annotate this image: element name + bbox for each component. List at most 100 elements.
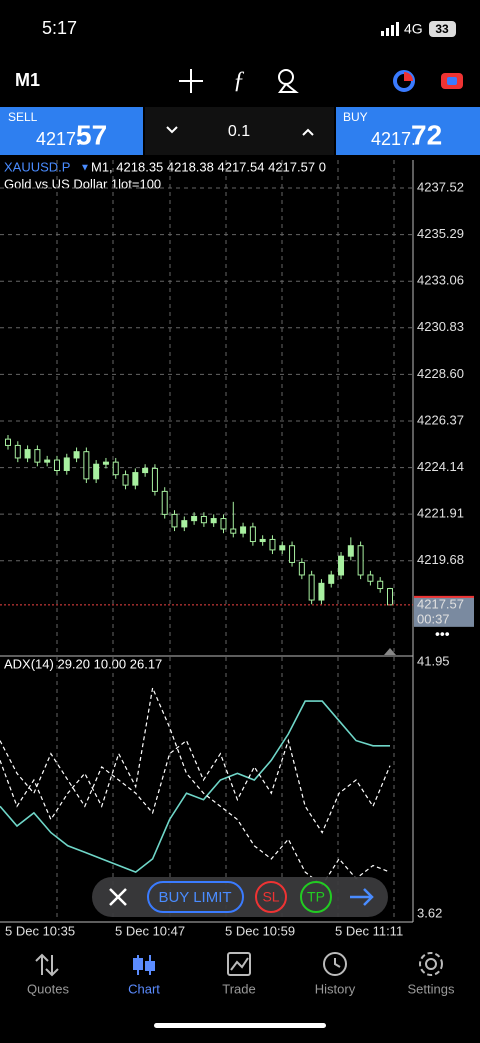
symbol-description: Gold vs US Dollar 1lot=100 <box>4 176 161 191</box>
candle-body <box>357 545 364 576</box>
candle-body <box>210 518 217 524</box>
nav-label[interactable]: Trade <box>222 981 255 996</box>
candle-body <box>83 451 90 480</box>
candle-body <box>259 538 266 543</box>
order-bar <box>92 877 388 917</box>
buy-limit-button[interactable] <box>147 881 244 913</box>
sell-label: SELL <box>8 110 38 124</box>
battery-icon <box>429 21 456 37</box>
candle-body <box>308 574 315 601</box>
candle-body <box>200 515 207 524</box>
candle-body <box>5 438 11 446</box>
candle-body <box>53 459 60 471</box>
scroll-marker <box>384 648 396 655</box>
candle-body <box>93 463 100 480</box>
x-tick-label: 5 Dec 10:59 <box>225 923 295 938</box>
x-tick-label: 5 Dec 11:11 <box>335 923 403 938</box>
candle-body <box>318 582 325 601</box>
indicator-title: ADX(14) 29.20 10.00 26.17 <box>4 656 162 671</box>
candle-body <box>240 526 247 534</box>
trade-icon-part <box>447 77 457 85</box>
candle-body <box>171 513 178 528</box>
y-tick-label: 4233.06 <box>417 273 464 288</box>
candle-body <box>328 574 335 584</box>
sell-price-main: 4217. <box>36 129 81 149</box>
home-indicator <box>154 1023 326 1028</box>
candle-body <box>63 457 70 471</box>
candle-body <box>132 472 139 486</box>
y-tick-label: 4230.83 <box>417 319 464 334</box>
y-tick-label: 4226.37 <box>417 412 464 427</box>
candle-body <box>181 520 188 528</box>
indicator-line <box>0 738 391 834</box>
nav-label[interactable]: Quotes <box>27 981 69 996</box>
candle-body <box>122 474 129 486</box>
candle-body <box>387 588 393 606</box>
current-price: 4217.57 <box>417 596 464 611</box>
sell-button[interactable] <box>0 107 143 155</box>
candle-body <box>347 545 354 557</box>
candle-body <box>377 580 384 590</box>
account-icon-part <box>404 72 413 81</box>
ohlc-info: M1, 4218.35 4218.38 4217.54 4217.57 0 <box>91 159 326 174</box>
place-order-button[interactable] <box>350 888 374 906</box>
candle-body <box>14 444 21 459</box>
candle-body <box>161 490 168 515</box>
candle-body <box>34 449 41 463</box>
candle-body <box>279 545 286 551</box>
candle-body <box>112 461 119 476</box>
symbol-dropdown[interactable]: ▼ <box>80 163 90 174</box>
candle-body <box>230 528 237 534</box>
timeframe[interactable]: M1 <box>15 70 40 90</box>
symbol[interactable]: XAUUSD.P <box>4 159 70 174</box>
y-tick-label: 41.95 <box>417 653 450 668</box>
buy-button[interactable] <box>336 107 480 155</box>
y-tick-label: 4224.14 <box>417 459 464 474</box>
candle-body <box>367 574 374 582</box>
indicators-icon[interactable]: ƒ <box>233 68 245 94</box>
candle-body <box>298 561 305 576</box>
sl-button[interactable] <box>255 881 287 913</box>
buy-label: BUY <box>343 110 368 124</box>
candle-body <box>220 518 227 530</box>
close-button[interactable] <box>109 888 127 906</box>
lot-value[interactable]: 0.1 <box>228 123 250 140</box>
lot-increase[interactable] <box>302 128 314 136</box>
tp-button[interactable] <box>300 881 332 913</box>
price-label-bg <box>414 596 474 627</box>
candle-body <box>151 467 158 492</box>
crosshair-icon[interactable] <box>179 69 203 93</box>
y-tick-label: 4235.29 <box>417 226 464 241</box>
buy-price-main: 4217. <box>371 129 416 149</box>
nav-label[interactable]: Settings <box>408 981 455 996</box>
candle-body <box>44 459 51 463</box>
nav-label[interactable]: Chart <box>128 981 160 996</box>
candle-body <box>142 467 149 474</box>
lot-panel <box>145 107 334 155</box>
lot-decrease[interactable] <box>166 126 178 134</box>
status-battery: 33 <box>435 22 449 36</box>
y-tick-label: 3.62 <box>417 905 442 920</box>
candle-body <box>102 461 109 465</box>
nav-label[interactable]: History <box>315 981 356 996</box>
y-tick-label: 4221.91 <box>417 506 464 521</box>
sell-price-pips: 57 <box>76 119 107 150</box>
indicator-line <box>0 700 390 874</box>
more-menu[interactable]: ••• <box>435 626 450 642</box>
objects-icon[interactable] <box>278 69 299 93</box>
buy-price-pips: 72 <box>411 119 442 150</box>
y-tick-label: 4228.60 <box>417 366 464 381</box>
signal-icon <box>381 22 399 36</box>
candle-body <box>73 451 80 459</box>
x-tick-label: 5 Dec 10:35 <box>5 923 75 938</box>
candle-body <box>24 449 31 459</box>
countdown: 00:37 <box>417 611 450 626</box>
indicator-line <box>0 685 391 887</box>
buy-limit-label: BUY LIMIT <box>158 889 231 906</box>
status-network: 4G <box>404 21 423 37</box>
candle-body <box>269 538 276 551</box>
candle-body <box>191 515 198 522</box>
y-tick-label: 4219.68 <box>417 552 464 567</box>
